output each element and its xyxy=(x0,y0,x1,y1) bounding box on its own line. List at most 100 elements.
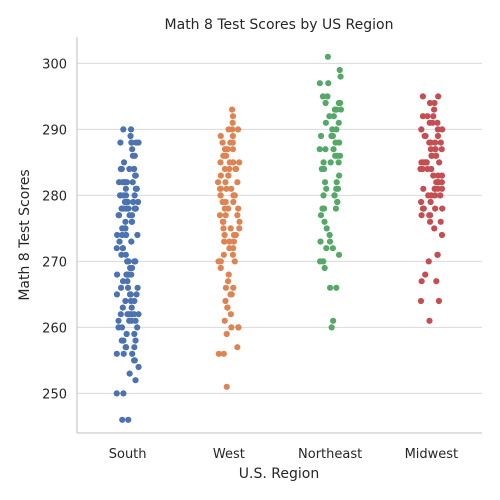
data-point xyxy=(215,258,222,265)
data-point xyxy=(227,311,234,318)
data-point xyxy=(224,278,232,285)
data-point xyxy=(425,258,432,265)
x-tick-label: South xyxy=(109,447,147,462)
data-point xyxy=(229,126,236,133)
data-point xyxy=(321,179,329,186)
data-point xyxy=(430,106,438,113)
data-point xyxy=(329,126,336,133)
data-point xyxy=(321,264,328,272)
data-point xyxy=(428,152,435,159)
data-point xyxy=(322,99,329,107)
data-point xyxy=(328,132,335,140)
data-point xyxy=(418,126,425,133)
data-point xyxy=(221,238,228,245)
data-point xyxy=(417,297,425,305)
data-point xyxy=(129,152,136,159)
data-point xyxy=(132,258,139,265)
data-point xyxy=(422,271,429,278)
data-point xyxy=(335,251,343,258)
data-point xyxy=(220,251,227,258)
data-point xyxy=(333,179,340,186)
data-point xyxy=(319,205,326,212)
data-point xyxy=(117,311,124,318)
data-point xyxy=(227,225,234,232)
data-point xyxy=(227,291,234,298)
data-point xyxy=(225,271,232,278)
data-point xyxy=(217,132,224,140)
data-point xyxy=(234,212,241,219)
data-point xyxy=(131,192,138,199)
data-point xyxy=(128,238,135,245)
data-point xyxy=(223,330,230,338)
data-point xyxy=(120,159,128,166)
data-point xyxy=(129,350,136,357)
data-point xyxy=(134,284,141,291)
data-point xyxy=(322,119,329,126)
data-point xyxy=(337,99,344,107)
data-point xyxy=(131,344,138,351)
data-point xyxy=(122,297,129,305)
data-point xyxy=(135,363,142,371)
data-point xyxy=(219,139,226,146)
data-point xyxy=(217,172,224,179)
data-point xyxy=(317,132,325,140)
data-point xyxy=(333,284,340,291)
data-point xyxy=(324,93,331,100)
data-point xyxy=(419,93,427,100)
data-point xyxy=(234,344,241,351)
data-point xyxy=(127,291,134,298)
data-point xyxy=(426,317,433,324)
x-tick-label: Midwest xyxy=(405,447,459,462)
data-point xyxy=(332,139,339,146)
data-point xyxy=(229,106,236,113)
data-point xyxy=(223,185,230,192)
data-point xyxy=(230,284,237,291)
data-point xyxy=(124,284,132,291)
data-point xyxy=(128,317,135,324)
data-point xyxy=(113,245,120,252)
data-point xyxy=(222,212,229,219)
data-point xyxy=(321,218,328,225)
y-tick-label: 290 xyxy=(42,123,67,138)
data-point xyxy=(120,390,127,397)
data-point xyxy=(332,205,340,212)
data-point xyxy=(120,350,127,357)
data-point xyxy=(427,198,434,206)
data-point xyxy=(326,113,333,120)
data-point xyxy=(234,179,241,186)
chart-title: Math 8 Test Scores by US Region xyxy=(165,17,394,33)
data-point xyxy=(418,278,425,285)
data-point xyxy=(434,251,441,258)
x-axis-label: U.S. Region xyxy=(239,466,319,482)
data-point xyxy=(316,258,324,265)
data-point xyxy=(235,205,242,212)
data-point xyxy=(434,119,441,126)
data-point xyxy=(420,185,427,192)
data-point xyxy=(133,291,140,298)
data-point xyxy=(436,159,443,166)
data-point xyxy=(229,132,236,140)
data-point xyxy=(224,304,231,311)
data-point xyxy=(122,251,129,258)
data-point xyxy=(131,297,138,305)
data-point xyxy=(113,271,121,278)
x-tick-labels: South West Northeast Midwest xyxy=(109,447,458,462)
data-point xyxy=(330,317,337,324)
data-point xyxy=(118,324,126,331)
data-point xyxy=(427,139,434,146)
data-point xyxy=(228,185,235,192)
data-point xyxy=(222,146,229,153)
data-point xyxy=(222,284,230,291)
data-point xyxy=(120,192,127,199)
data-point xyxy=(119,416,126,423)
data-point xyxy=(431,99,438,107)
data-point xyxy=(431,225,438,232)
data-point xyxy=(125,416,132,423)
data-point xyxy=(333,106,340,113)
data-point xyxy=(438,231,446,239)
data-point xyxy=(223,383,230,390)
data-point xyxy=(217,264,224,272)
data-point xyxy=(229,146,237,153)
data-point xyxy=(132,185,139,192)
data-point xyxy=(319,93,326,100)
